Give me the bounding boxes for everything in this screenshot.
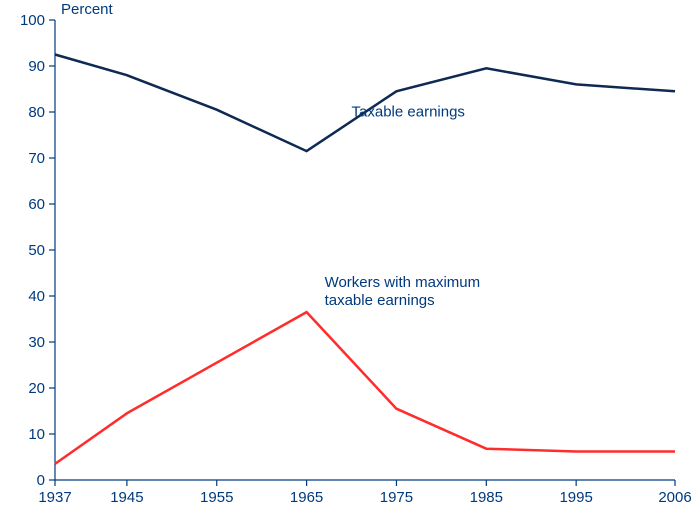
series-workers-max [55, 312, 675, 464]
x-tick-label: 1937 [38, 489, 71, 506]
y-tick-label: 90 [28, 58, 45, 75]
x-tick-label: 2006 [658, 489, 691, 506]
y-tick-label: 50 [28, 242, 45, 259]
line-chart: 0 10 20 30 40 50 60 70 80 90 100 Percent 1937 1945 195… [0, 0, 700, 515]
y-axis-title: Percent [61, 1, 114, 18]
y-tick-label: 70 [28, 150, 45, 167]
x-tick-label: 1975 [380, 489, 413, 506]
y-tick-label: 20 [28, 380, 45, 397]
y-tick-label: 100 [20, 12, 45, 29]
y-tick-label: 0 [37, 472, 45, 489]
y-tick-label: 30 [28, 334, 45, 351]
label-workers-max: Workers with maximumtaxable earnings [325, 274, 481, 309]
x-tick-label: 1945 [110, 489, 143, 506]
x-tick-label: 1955 [200, 489, 233, 506]
y-tick-label: 80 [28, 104, 45, 121]
y-tick-label: 60 [28, 196, 45, 213]
y-tick-label: 10 [28, 426, 45, 443]
x-tick-label: 1965 [290, 489, 323, 506]
y-tick-label: 40 [28, 288, 45, 305]
x-tick-label: 1985 [470, 489, 503, 506]
x-tick-label: 1995 [559, 489, 592, 506]
label-taxable-earnings: Taxable earnings [352, 104, 465, 121]
